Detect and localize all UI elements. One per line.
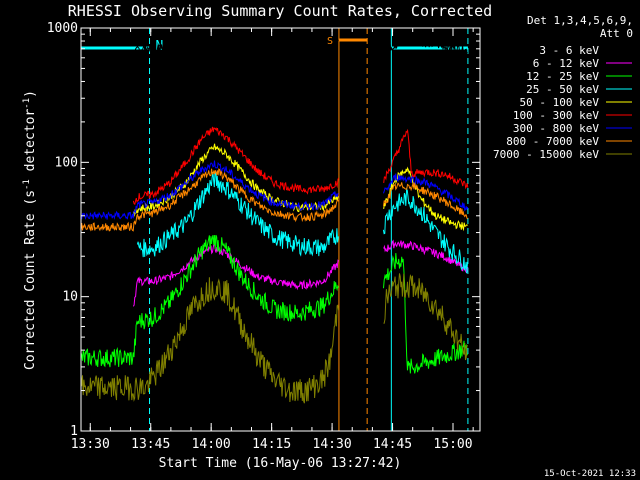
chart-title: RHESSI Observing Summary Count Rates, Co… [68,2,492,20]
series-line-4-seg-0 [132,143,339,217]
series-line-0-seg-1 [383,37,469,55]
legend-label: 25 - 50 keV [526,83,599,96]
y-axis: 1 10 100 1000 [47,21,480,439]
y-axis-label-main: Corrected Count Rate (s [23,190,38,370]
legend-label: 7000 - 15000 keV [493,148,599,161]
night-label: S [327,36,333,47]
y-axis-label-end: ) [23,90,38,98]
series-line-2-seg-1 [383,253,469,374]
y-tick-label: 1000 [47,21,78,36]
legend-label: 50 - 100 keV [520,96,600,109]
series-line-8-seg-0 [80,277,339,404]
series-line-6-seg-0 [80,160,339,220]
x-axis-label: Start Time (16-May-06 13:27:42) [159,456,402,471]
series-line-7-seg-0 [80,168,339,232]
x-tick-label: 14:30 [313,437,352,452]
series-line-1-seg-1 [383,239,469,274]
legend-label: 100 - 300 keV [513,109,599,122]
y-tick-label: 100 [55,155,78,170]
legend-label: 3 - 6 keV [539,44,599,57]
y-axis-label: Corrected Count Rate (s-1 detector-1) [22,90,38,370]
series-line-6-seg-1 [383,173,469,212]
legend-label: 300 - 800 keV [513,122,599,135]
timestamp: 15-Oct-2021 12:33 [544,469,636,479]
legend-label: 6 - 12 keV [533,57,600,70]
x-tick-label: 14:00 [192,437,231,452]
x-tick-label: 14:15 [252,437,291,452]
series-line-1-seg-0 [132,243,340,307]
plot-frame [80,27,481,432]
series-line-0-seg-0 [80,26,339,63]
x-tick-label: 14:45 [373,437,412,452]
series-line-5-seg-1 [383,128,469,190]
series-line-8-seg-1 [383,273,469,361]
y-tick-label: 10 [62,290,78,305]
series-line-7-seg-1 [383,181,469,220]
series-layer [80,26,469,404]
x-tick-label: 13:45 [131,437,170,452]
series-line-3-seg-0 [136,171,339,258]
y-tick-label: 1 [70,424,78,439]
legend-header-1: Det 1,3,4,5,6,9, [527,14,633,27]
y-axis-label-mid: detector [23,109,38,180]
series-line-3-seg-1 [382,187,468,274]
x-tick-label: 15:00 [433,437,472,452]
legend-header-2: Att 0 [600,27,633,40]
legend-label: 12 - 25 keV [526,70,599,83]
y-axis-label-sup1: -1 [22,179,32,190]
x-tick-label: 13:30 [71,437,110,452]
legend-label: 800 - 7000 keV [506,135,599,148]
x-axis: 13:30 13:45 14:00 14:15 14:30 14:45 15:00 [71,28,474,452]
series-line-4-seg-1 [383,166,468,232]
series-line-2-seg-0 [80,234,339,368]
series-line-5-seg-0 [132,126,340,206]
y-axis-label-sup2: -1 [22,98,32,109]
